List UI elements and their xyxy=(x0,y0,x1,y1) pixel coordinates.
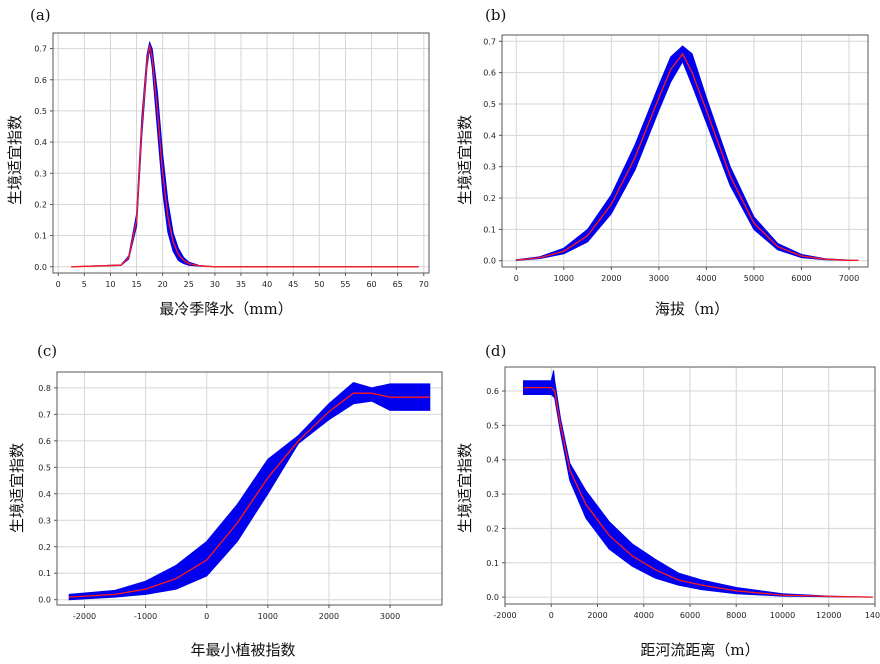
y-tick-label: 0.3 xyxy=(38,516,51,525)
chart-panel: -2000 -1000 0 1000 2000 3000 0.0 0.1 0.2 0.3 0.4 0.… xyxy=(8,342,443,659)
panel-label: (c) xyxy=(37,342,57,360)
x-tick-label: 35 xyxy=(236,280,246,289)
mean-response-line xyxy=(71,45,419,268)
x-tick-label: 30 xyxy=(210,280,220,289)
y-tick-label: 0.7 xyxy=(38,410,51,419)
y-tick-label: 0.6 xyxy=(38,437,51,446)
x-tick-label: 2000 xyxy=(601,274,621,283)
y-tick-label: 0.0 xyxy=(486,593,499,602)
axes-frame xyxy=(501,34,869,268)
confidence-band xyxy=(71,40,419,268)
y-tick-label: 0.5 xyxy=(486,421,499,430)
y-tick-label: 0.6 xyxy=(486,387,499,396)
x-tick-label: 70 xyxy=(419,280,429,289)
x-tick-label: 0 xyxy=(56,280,61,289)
x-tick-label: 45 xyxy=(288,280,298,289)
y-tick-label: 0.8 xyxy=(38,384,51,393)
y-tick-label: 0.2 xyxy=(483,194,496,203)
x-tick-label: 3000 xyxy=(380,612,400,621)
y-axis-label: 生境适宜指数 xyxy=(456,443,474,533)
y-tick-label: 0.7 xyxy=(483,37,496,46)
y-tick-label: 0.3 xyxy=(486,490,499,499)
x-tick-label: 7000 xyxy=(839,274,859,283)
mean-response-line xyxy=(69,392,430,598)
y-tick-label: 0.4 xyxy=(34,138,47,147)
x-tick-label: 0 xyxy=(514,274,519,283)
x-tick-label: -2000 xyxy=(493,611,516,620)
y-tick-label: 0.3 xyxy=(483,163,496,172)
y-tick-label: 0.5 xyxy=(34,107,47,116)
x-tick-label: -2000 xyxy=(73,612,96,621)
y-tick-label: 0.4 xyxy=(486,456,499,465)
x-tick-label: 6000 xyxy=(680,611,700,620)
y-tick-label: 0.5 xyxy=(38,463,51,472)
x-tick-label: -1000 xyxy=(134,612,157,621)
y-tick-label: 0.4 xyxy=(38,490,51,499)
x-axis-label: 最冷季降水（mm） xyxy=(159,300,292,318)
panel-label: (b) xyxy=(485,6,506,24)
x-axis-label: 距河流距离（m） xyxy=(640,641,759,659)
panel-label: (a) xyxy=(30,6,51,24)
axes-frame xyxy=(56,371,443,606)
mean-response-line xyxy=(523,386,873,598)
y-tick-label: 0.5 xyxy=(483,100,496,109)
x-tick-label: 5000 xyxy=(744,274,764,283)
mean-response-line xyxy=(516,52,859,262)
panel-label: (d) xyxy=(485,342,506,360)
x-tick-label: 12000 xyxy=(816,611,841,620)
y-tick-label: 0.1 xyxy=(486,559,499,568)
y-tick-label: 0.6 xyxy=(483,69,496,78)
y-tick-label: 0.1 xyxy=(34,232,47,241)
x-tick-label: 3000 xyxy=(649,274,669,283)
x-tick-label: 20 xyxy=(158,280,168,289)
y-tick-label: 0.6 xyxy=(34,76,47,85)
y-tick-label: 0.0 xyxy=(38,596,51,605)
y-tick-label: 0.2 xyxy=(486,524,499,533)
x-tick-label: 2000 xyxy=(587,611,607,620)
x-tick-label: 60 xyxy=(366,280,376,289)
x-tick-label: 55 xyxy=(340,280,350,289)
x-tick-label: 40 xyxy=(262,280,272,289)
y-tick-label: 0.1 xyxy=(483,225,496,234)
chart-panel: 0 1000 2000 3000 4000 5000 6000 7000 0.0 0.1 0.2 0.… xyxy=(456,6,869,318)
chart-panel: 0 5 10 15 20 25 30 35 40 45 50 55 60 65 70 0.0 0.1 0.2 0.3… xyxy=(6,6,430,318)
x-axis-label: 年最小植被指数 xyxy=(190,641,295,659)
x-tick-label: 50 xyxy=(314,280,324,289)
plot-area xyxy=(502,35,868,267)
x-tick-label: 0 xyxy=(549,611,554,620)
x-tick-label: 8000 xyxy=(726,611,746,620)
x-tick-label: 10 xyxy=(105,280,115,289)
y-tick-label: 0.4 xyxy=(483,131,496,140)
x-tick-label: 1000 xyxy=(258,612,278,621)
y-tick-label: 0.0 xyxy=(483,257,496,266)
x-tick-label: 6000 xyxy=(791,274,811,283)
y-tick-label: 0.2 xyxy=(38,543,51,552)
x-tick-label: 65 xyxy=(393,280,403,289)
y-tick-label: 0.7 xyxy=(34,45,47,54)
y-tick-label: 0.1 xyxy=(38,569,51,578)
y-axis-label: 生境适宜指数 xyxy=(456,115,474,205)
x-tick-label: 5 xyxy=(82,280,87,289)
y-tick-label: 0.0 xyxy=(34,263,47,272)
x-tick-label: 2000 xyxy=(319,612,339,621)
x-tick-label: 4000 xyxy=(696,274,716,283)
x-tick-label: 4000 xyxy=(634,611,654,620)
x-tick-label: 0 xyxy=(204,612,209,621)
y-tick-label: 0.3 xyxy=(34,169,47,178)
x-axis-label: 海拔（m） xyxy=(655,300,729,318)
x-tick-label: 25 xyxy=(184,280,194,289)
y-axis-label: 生境适宜指数 xyxy=(8,443,26,533)
y-axis-label: 生境适宜指数 xyxy=(6,115,24,205)
x-tick-label: 10000 xyxy=(770,611,795,620)
x-tick-label: 1000 xyxy=(554,274,574,283)
confidence-band xyxy=(68,382,431,601)
y-tick-label: 0.2 xyxy=(34,200,47,209)
x-tick-label: 15 xyxy=(131,280,141,289)
